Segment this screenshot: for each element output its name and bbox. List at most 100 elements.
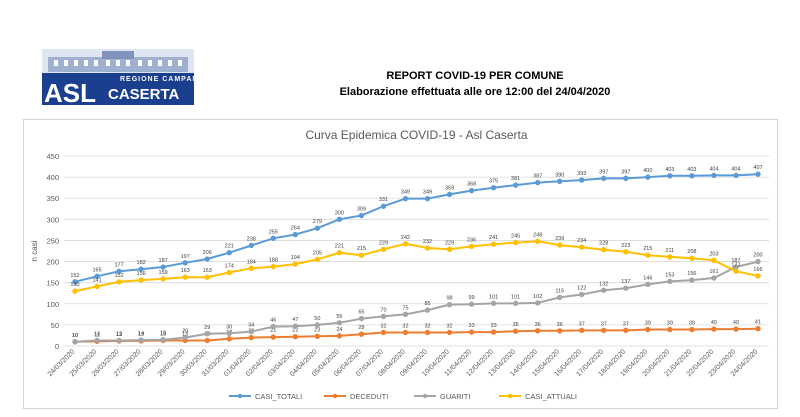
data-label: 29: [204, 325, 210, 331]
data-point: [292, 323, 299, 329]
data-label: 37: [579, 321, 585, 327]
data-label: 32: [446, 323, 452, 329]
data-label: 177: [731, 262, 740, 268]
data-label: 32: [380, 323, 386, 329]
data-point: [380, 329, 387, 336]
data-point: [116, 268, 122, 274]
data-point: [446, 329, 453, 336]
data-point: [72, 288, 78, 294]
data-point: [402, 311, 409, 318]
data-point: [248, 328, 254, 335]
data-point: [468, 243, 475, 250]
data-point: [116, 337, 122, 344]
data-point: [490, 300, 497, 307]
data-label: 10: [72, 333, 78, 339]
data-label: 34: [248, 323, 254, 329]
data-label: 407: [753, 165, 762, 171]
data-label: 215: [357, 246, 366, 252]
data-label: 208: [687, 249, 696, 255]
data-label: 33: [491, 323, 497, 329]
y-tick-label: 350: [46, 194, 59, 203]
data-point: [226, 336, 232, 342]
y-tick-label: 300: [46, 215, 59, 224]
data-point: [512, 300, 519, 307]
data-label: 349: [401, 190, 410, 196]
data-label: 13: [182, 332, 188, 338]
legend-entry: CASI_TOTALI: [255, 392, 302, 401]
data-label: 15: [160, 331, 166, 337]
data-label: 47: [292, 317, 298, 323]
data-label: 381: [511, 176, 520, 182]
series-line-casi-totali: [74, 173, 759, 283]
data-label: 32: [424, 323, 430, 329]
data-label: 188: [269, 258, 278, 264]
data-label: 46: [270, 318, 276, 324]
data-point: [314, 225, 321, 231]
data-point: [667, 278, 673, 285]
data-point: [402, 329, 409, 336]
data-point: [490, 184, 497, 191]
data-point: [138, 277, 144, 283]
data-point: [336, 216, 343, 223]
y-tick-label: 150: [46, 279, 59, 288]
data-point: [380, 313, 387, 320]
data-label: 390: [555, 172, 564, 178]
data-label: 174: [225, 264, 234, 270]
legend-marker: [237, 393, 243, 399]
data-point: [557, 178, 563, 185]
data-label: 23: [314, 327, 320, 333]
data-label: 187: [159, 258, 168, 264]
data-point: [645, 174, 651, 180]
data-point: [116, 279, 122, 285]
data-label: 152: [70, 273, 79, 279]
data-label: 30: [226, 324, 232, 330]
data-label: 404: [731, 166, 740, 172]
data-point: [204, 274, 210, 280]
data-label: 130: [70, 282, 79, 288]
data-point: [601, 287, 607, 293]
data-point: [94, 283, 100, 290]
data-point: [248, 265, 254, 272]
data-label: 187: [731, 258, 740, 264]
data-point: [358, 252, 365, 258]
data-point: [402, 241, 409, 247]
data-point: [226, 249, 232, 256]
data-label: 221: [225, 244, 234, 250]
data-label: 197: [181, 254, 190, 260]
data-label: 32: [402, 323, 408, 329]
data-label: 400: [643, 168, 652, 174]
data-label: 397: [599, 169, 608, 175]
data-label: 85: [424, 301, 430, 307]
data-label: 41: [755, 320, 761, 326]
data-label: 70: [380, 307, 386, 313]
legend-entry: CASI_ATTUALI: [525, 392, 577, 401]
data-label: 12: [138, 332, 144, 338]
data-label: 184: [247, 259, 256, 265]
y-tick-label: 50: [51, 321, 59, 330]
data-point: [623, 175, 629, 182]
data-label: 163: [181, 268, 190, 274]
series-line-deceduti: [74, 327, 759, 343]
data-point: [711, 275, 717, 281]
report-subtitle: Elaborazione effettuata alle ore 12:00 d…: [339, 86, 611, 98]
data-label: 159: [159, 270, 168, 276]
legend-marker: [332, 393, 338, 399]
data-point: [292, 261, 299, 267]
y-tick-label: 200: [46, 258, 59, 267]
data-point: [755, 325, 761, 332]
data-point: [424, 307, 431, 313]
data-point: [645, 326, 651, 333]
data-point: [380, 246, 387, 253]
data-label: 228: [599, 241, 608, 247]
data-point: [755, 273, 761, 279]
data-label: 359: [445, 185, 454, 191]
data-point: [270, 334, 276, 340]
logo-caserta-text: CASERTA: [108, 86, 180, 103]
data-point: [336, 333, 343, 339]
data-point: [490, 329, 497, 335]
data-label: 403: [687, 167, 696, 173]
data-label: 101: [489, 294, 498, 300]
data-label: 223: [621, 243, 630, 249]
data-label: 236: [467, 237, 476, 243]
data-point: [623, 249, 629, 255]
